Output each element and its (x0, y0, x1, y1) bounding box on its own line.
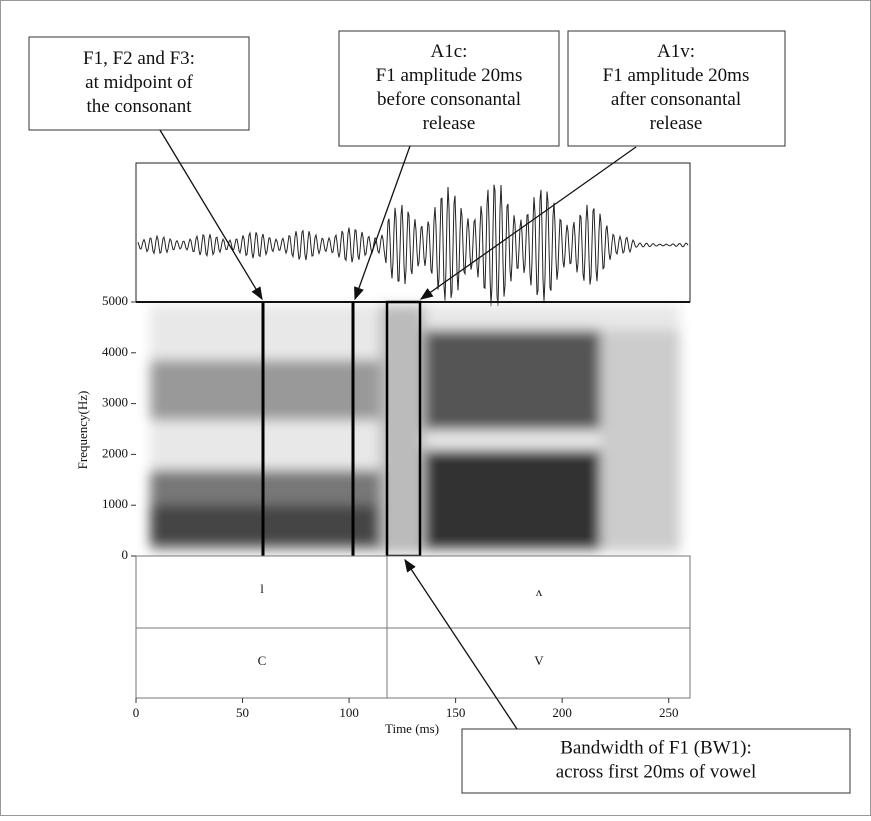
x-tick-label: 200 (552, 705, 572, 720)
callout-text: after consonantal (611, 89, 741, 110)
callout-text: F1 amplitude 20ms (603, 65, 750, 86)
callout-box (338, 30, 560, 147)
x-tick-label: 100 (339, 705, 359, 720)
callout-text: the consonant (86, 96, 192, 117)
x-tick-label: 0 (133, 705, 140, 720)
x-tick-label: 50 (236, 705, 249, 720)
arrow (354, 145, 411, 301)
tier-label: l (260, 581, 264, 596)
x-tick-label: 250 (659, 705, 679, 720)
y-axis-label: Frequency(Hz) (75, 391, 90, 470)
y-tick-label: 5000 (102, 293, 128, 308)
callout-box (28, 36, 250, 131)
callout-box (461, 728, 851, 794)
callout-text: before consonantal (377, 89, 521, 110)
callout-box (567, 30, 786, 147)
arrow (404, 558, 518, 730)
callout-text: F1 amplitude 20ms (376, 65, 523, 86)
y-tick-label: 2000 (102, 445, 128, 460)
x-axis-label: Time (ms) (385, 721, 439, 736)
callout-text: A1v: (657, 41, 695, 62)
tier-label: C (258, 653, 267, 668)
arrow (419, 146, 637, 300)
y-tick-label: 1000 (102, 496, 128, 511)
callout-text: release (650, 113, 703, 134)
waveform-box (135, 162, 691, 303)
callout-text: across first 20ms of vowel (556, 761, 757, 782)
spectrogram (150, 305, 680, 553)
y-tick-label: 4000 (102, 344, 128, 359)
tier-label: ʌ (536, 584, 543, 599)
callout-text: A1c: (431, 41, 468, 62)
y-tick-label: 3000 (102, 395, 128, 410)
arrow (159, 129, 263, 301)
x-tick-label: 150 (446, 705, 466, 720)
callout-text: at midpoint of (85, 72, 193, 93)
waveform (137, 184, 689, 307)
callout-text: release (423, 113, 476, 134)
callout-text: F1, F2 and F3: (83, 48, 195, 69)
tier-label: V (534, 653, 544, 668)
callout-text: Bandwidth of F1 (BW1): (560, 737, 752, 758)
y-tick-label: 0 (122, 547, 129, 562)
tier-box (135, 555, 691, 699)
